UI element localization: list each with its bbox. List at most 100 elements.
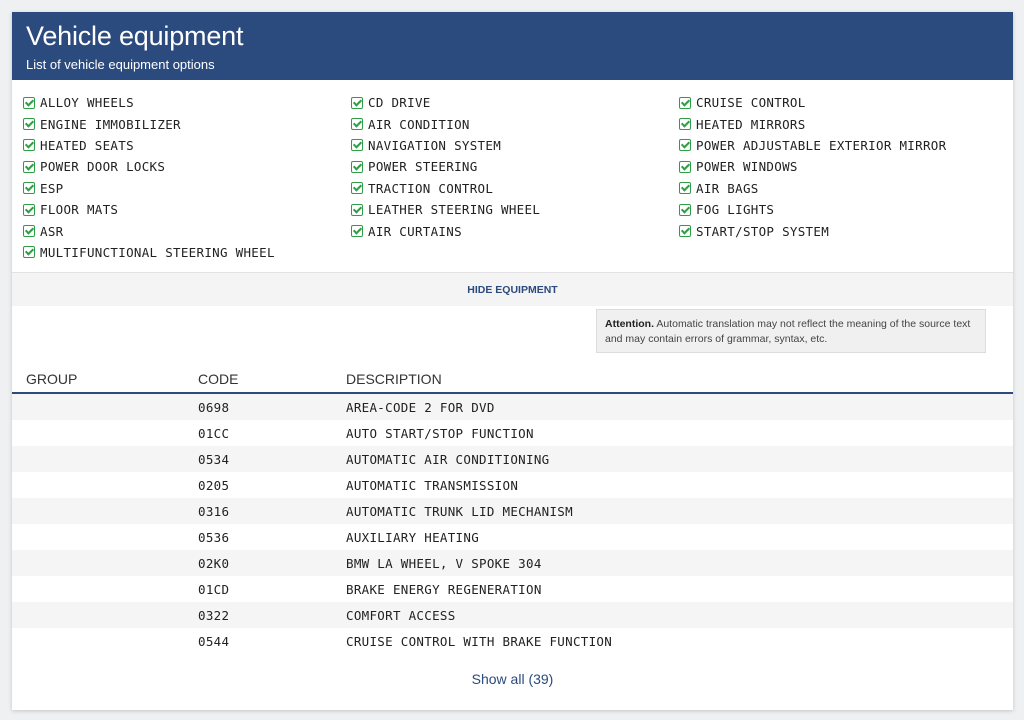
equipment-item: ASR	[23, 220, 275, 241]
check-square-icon	[23, 225, 35, 238]
equipment-item-label: LEATHER STEERING WHEEL	[368, 202, 541, 218]
header-description: DESCRIPTION	[346, 371, 442, 387]
equipment-item-label: AIR CURTAINS	[368, 223, 462, 239]
equipment-list: ALLOY WHEELS ENGINE IMMOBILIZER HEATED SEA…	[12, 80, 1013, 272]
hide-equipment-button[interactable]: HIDE EQUIPMENT	[467, 283, 558, 296]
cell-description: COMFORT ACCESS	[346, 608, 456, 623]
cell-description: BMW LA WHEEL, V SPOKE 304	[346, 556, 542, 571]
check-square-icon	[351, 160, 363, 173]
cell-code: 01CD	[198, 582, 230, 597]
check-square-icon	[23, 203, 35, 216]
equipment-item-label: ENGINE IMMOBILIZER	[40, 116, 181, 132]
table-body: 0698 AREA-CODE 2 FOR DVD 01CC AUTO START/ST…	[12, 394, 1013, 654]
equipment-item-label: MULTIFUNCTIONAL STEERING WHEEL	[40, 244, 275, 260]
equipment-item: FOG LIGHTS	[679, 199, 946, 220]
equipment-item: HEATED MIRRORS	[679, 113, 946, 134]
check-square-icon	[351, 96, 363, 109]
vehicle-equipment-card: Vehicle equipment List of vehicle equipm…	[12, 12, 1013, 710]
equipment-item: HEATED SEATS	[23, 135, 275, 156]
hide-equipment-bar: HIDE EQUIPMENT	[12, 272, 1013, 306]
equipment-column-3: CRUISE CONTROL HEATED MIRRORS POWER ADJUST…	[679, 92, 946, 242]
translation-notice: Attention. Automatic translation may not…	[596, 309, 986, 353]
equipment-item-label: HEATED MIRRORS	[696, 116, 806, 132]
equipment-item-label: POWER DOOR LOCKS	[40, 159, 166, 175]
cell-code: 0534	[198, 452, 230, 467]
check-square-icon	[351, 182, 363, 195]
equipment-item: ALLOY WHEELS	[23, 92, 275, 113]
page-title: Vehicle equipment	[26, 21, 244, 51]
check-square-icon	[23, 139, 35, 152]
check-square-icon	[23, 182, 35, 195]
table-row: 0534 AUTOMATIC AIR CONDITIONING	[12, 446, 1013, 472]
equipment-item: AIR CONDITION	[351, 113, 540, 134]
options-table: GROUP CODE DESCRIPTION 0698 AREA-CODE 2 F…	[12, 366, 1013, 654]
card-header: Vehicle equipment List of vehicle equipm…	[12, 12, 1013, 80]
cell-description: AREA-CODE 2 FOR DVD	[346, 400, 495, 415]
table-row: 0544 CRUISE CONTROL WITH BRAKE FUNCTION	[12, 628, 1013, 654]
check-square-icon	[23, 96, 35, 109]
check-square-icon	[679, 203, 691, 216]
equipment-item-label: AIR CONDITION	[368, 116, 470, 132]
cell-code: 0322	[198, 608, 230, 623]
check-square-icon	[351, 118, 363, 131]
table-header: GROUP CODE DESCRIPTION	[12, 366, 1013, 394]
check-square-icon	[23, 246, 35, 259]
table-row: 01CC AUTO START/STOP FUNCTION	[12, 420, 1013, 446]
equipment-item: LEATHER STEERING WHEEL	[351, 199, 540, 220]
check-square-icon	[679, 182, 691, 195]
show-all-link[interactable]: Show all (39)	[471, 671, 554, 687]
cell-code: 0316	[198, 504, 230, 519]
equipment-item: ESP	[23, 178, 275, 199]
table-row: 0205 AUTOMATIC TRANSMISSION	[12, 472, 1013, 498]
notice-label: Attention.	[605, 318, 654, 330]
cell-code: 0698	[198, 400, 230, 415]
equipment-item-label: TRACTION CONTROL	[368, 180, 494, 196]
page-subtitle: List of vehicle equipment options	[26, 57, 215, 72]
equipment-item: AIR BAGS	[679, 178, 946, 199]
table-row: 01CD BRAKE ENERGY REGENERATION	[12, 576, 1013, 602]
equipment-item: FLOOR MATS	[23, 199, 275, 220]
check-square-icon	[679, 118, 691, 131]
table-row: 0316 AUTOMATIC TRUNK LID MECHANISM	[12, 498, 1013, 524]
check-square-icon	[351, 139, 363, 152]
equipment-item: CRUISE CONTROL	[679, 92, 946, 113]
check-square-icon	[679, 139, 691, 152]
cell-description: AUTOMATIC TRUNK LID MECHANISM	[346, 504, 573, 519]
equipment-item: POWER STEERING	[351, 156, 540, 177]
cell-description: AUTOMATIC AIR CONDITIONING	[346, 452, 550, 467]
equipment-column-2: CD DRIVE AIR CONDITION NAVIGATION SYSTEM PO…	[351, 92, 540, 242]
equipment-item-label: POWER STEERING	[368, 159, 478, 175]
check-square-icon	[351, 203, 363, 216]
cell-code: 0544	[198, 634, 230, 649]
table-row: 0698 AREA-CODE 2 FOR DVD	[12, 394, 1013, 420]
equipment-item-label: AIR BAGS	[696, 180, 759, 196]
table-row: 0536 AUXILIARY HEATING	[12, 524, 1013, 550]
check-square-icon	[679, 96, 691, 109]
check-square-icon	[351, 225, 363, 238]
notice-text: Automatic translation may not reflect th…	[605, 318, 971, 345]
equipment-item-label: ESP	[40, 180, 64, 196]
header-code: CODE	[198, 371, 239, 387]
equipment-item-label: ALLOY WHEELS	[40, 95, 134, 111]
cell-description: CRUISE CONTROL WITH BRAKE FUNCTION	[346, 634, 613, 649]
cell-code: 02K0	[198, 556, 230, 571]
check-square-icon	[679, 225, 691, 238]
check-square-icon	[679, 160, 691, 173]
cell-code: 0205	[198, 478, 230, 493]
equipment-item-label: FLOOR MATS	[40, 202, 119, 218]
table-row: 02K0 BMW LA WHEEL, V SPOKE 304	[12, 550, 1013, 576]
equipment-item-label: FOG LIGHTS	[696, 202, 775, 218]
equipment-item: POWER ADJUSTABLE EXTERIOR MIRROR	[679, 135, 946, 156]
equipment-item: CD DRIVE	[351, 92, 540, 113]
check-square-icon	[23, 118, 35, 131]
check-square-icon	[23, 160, 35, 173]
equipment-item: POWER DOOR LOCKS	[23, 156, 275, 177]
equipment-column-1: ALLOY WHEELS ENGINE IMMOBILIZER HEATED SEA…	[23, 92, 275, 263]
cell-description: AUXILIARY HEATING	[346, 530, 480, 545]
equipment-item: POWER WINDOWS	[679, 156, 946, 177]
equipment-item-label: ASR	[40, 223, 64, 239]
cell-description: BRAKE ENERGY REGENERATION	[346, 582, 542, 597]
cell-code: 0536	[198, 530, 230, 545]
cell-code: 01CC	[198, 426, 230, 441]
cell-description: AUTOMATIC TRANSMISSION	[346, 478, 519, 493]
